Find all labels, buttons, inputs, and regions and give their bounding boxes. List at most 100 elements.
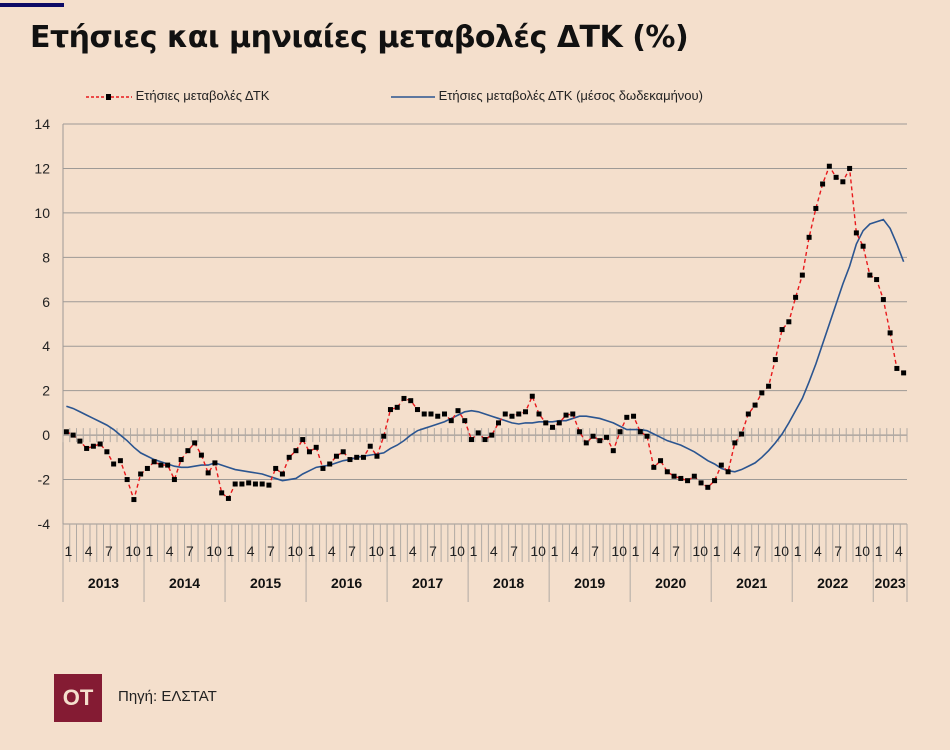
data-point-annual [428, 411, 434, 417]
x-month-label: 7 [672, 543, 680, 559]
x-month-label: 1 [308, 543, 316, 559]
x-month-label: 4 [733, 543, 741, 559]
data-point-annual [880, 297, 886, 303]
x-month-label: 10 [611, 543, 627, 559]
x-month-label: 7 [267, 543, 275, 559]
x-month-label: 7 [348, 543, 356, 559]
data-point-annual [766, 383, 772, 389]
data-point-annual [685, 478, 691, 484]
data-point-annual [279, 471, 285, 477]
x-year-label: 2013 [88, 575, 119, 591]
data-point-annual [590, 433, 596, 439]
data-point-annual [894, 365, 900, 371]
x-month-label: 7 [510, 543, 518, 559]
data-point-annual [205, 470, 211, 476]
x-month-label: 4 [166, 543, 174, 559]
data-point-annual [489, 432, 495, 438]
legend-label-average: Ετήσιες μεταβολές ΔΤΚ (μέσος δωδεκαμήνου… [438, 88, 703, 103]
data-point-annual [779, 327, 785, 333]
series-annual-line [66, 164, 905, 502]
data-point-annual [138, 471, 144, 477]
data-point-annual [266, 482, 272, 488]
y-tick-label: 6 [42, 294, 50, 310]
x-month-label: 1 [227, 543, 235, 559]
data-point-annual [239, 481, 245, 487]
x-month-label: 10 [854, 543, 870, 559]
x-month-label: 4 [895, 543, 903, 559]
data-point-annual [502, 411, 508, 417]
x-year-label: 2015 [250, 575, 281, 591]
data-point-annual [333, 453, 339, 459]
data-point-annual [232, 481, 238, 487]
data-point-annual [320, 465, 326, 471]
x-year-label: 2021 [736, 575, 767, 591]
y-tick-label: -4 [38, 516, 51, 532]
legend-swatch-dashed-icon [86, 93, 132, 100]
data-point-annual [678, 475, 684, 481]
data-point-annual [158, 462, 164, 468]
data-point-annual [198, 452, 204, 458]
data-point-annual [563, 412, 569, 418]
legend-label-annual: Ετήσιες μεταβολές ΔΤΚ [135, 88, 270, 103]
y-tick-label: 8 [42, 249, 50, 265]
x-month-label: 7 [591, 543, 599, 559]
data-point-annual [664, 469, 670, 475]
data-point-annual [793, 294, 799, 300]
series-average-line [66, 218, 905, 482]
legend-item-annual: Ετήσιες μεταβολές ΔΤΚ [86, 88, 269, 103]
data-point-annual [786, 319, 792, 325]
x-month-label: 1 [551, 543, 559, 559]
data-point-annual [691, 473, 697, 479]
data-point-annual [644, 433, 650, 439]
data-point-annual [455, 408, 461, 414]
data-point-annual [252, 481, 258, 487]
data-point-annual [219, 490, 225, 496]
data-point-annual [401, 395, 407, 401]
x-month-label: 1 [146, 543, 154, 559]
x-month-label: 10 [692, 543, 708, 559]
data-point-annual [293, 448, 299, 454]
x-year-label: 2017 [412, 575, 443, 591]
data-point-annual [820, 181, 826, 187]
data-point-annual [867, 272, 873, 278]
data-point-annual [165, 462, 171, 468]
x-year-label: 2020 [655, 575, 686, 591]
x-month-label: 10 [206, 543, 222, 559]
x-month-label: 10 [368, 543, 384, 559]
data-point-annual [496, 420, 502, 426]
data-point-annual [610, 448, 616, 454]
data-point-annual [597, 438, 603, 444]
data-point-annual [212, 460, 218, 466]
data-point-annual [556, 420, 562, 426]
data-point-annual [171, 477, 177, 483]
data-point-annual [360, 454, 366, 460]
y-tick-label: -2 [38, 472, 51, 488]
data-point-annual [84, 445, 90, 451]
data-point-annual [813, 205, 819, 211]
x-month-label: 7 [186, 543, 194, 559]
x-month-label: 1 [794, 543, 802, 559]
x-month-label: 10 [773, 543, 789, 559]
data-point-annual [887, 330, 893, 336]
data-point-annual [658, 458, 664, 464]
data-point-annual [387, 407, 393, 413]
data-point-annual [273, 465, 279, 471]
data-point-annual [529, 393, 535, 399]
x-year-label: 2016 [331, 575, 362, 591]
y-tick-label: 0 [42, 427, 50, 443]
legend-swatch-line-icon [391, 95, 435, 98]
x-month-label: 7 [834, 543, 842, 559]
data-point-annual [543, 420, 549, 426]
data-point-annual [97, 441, 103, 447]
data-point-annual [570, 411, 576, 417]
data-point-annual [901, 370, 907, 376]
data-point-annual [799, 272, 805, 278]
data-point-annual [259, 481, 265, 487]
data-point-annual [705, 484, 711, 490]
y-tick-label: 2 [42, 383, 50, 399]
data-point-annual [448, 418, 454, 424]
x-month-label: 7 [753, 543, 761, 559]
data-point-annual [462, 418, 468, 424]
data-point-annual [833, 174, 839, 180]
x-month-label: 4 [328, 543, 336, 559]
